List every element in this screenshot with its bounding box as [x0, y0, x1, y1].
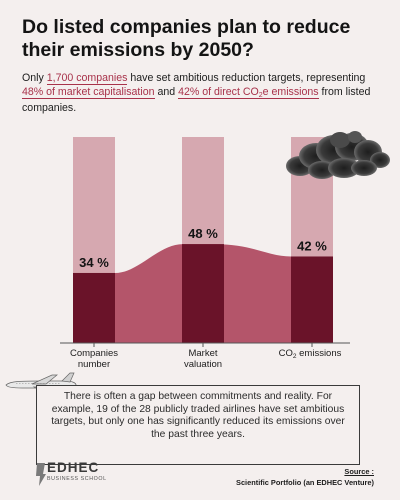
category-label-1-line2: valuation	[184, 359, 222, 370]
highlight-emissions: 42% of direct CO2e emissions	[178, 86, 319, 99]
highlight-emissions-a: 42% of direct CO	[178, 86, 259, 98]
edhec-logo: EDHEC BUSINESS SCHOOL	[34, 460, 116, 492]
value-labels: 34 % 48 % 42 %	[79, 226, 327, 270]
intro-text-1: Only	[22, 72, 47, 84]
smoke-cloud-icon	[286, 131, 390, 179]
source-text: Scientific Portfolio (an EDHEC Venture)	[236, 478, 374, 487]
highlight-market-cap: 48% of market capitalisation	[22, 86, 155, 99]
intro-text-4: from listed companies.	[22, 86, 371, 114]
category-label-2-a: CO	[279, 348, 293, 359]
category-label-0-line2: number	[78, 359, 110, 370]
bar-1	[182, 244, 224, 343]
highlight-emissions-sub: 2	[258, 92, 263, 99]
category-label-2-sub: 2	[293, 353, 297, 360]
highlight-emissions-b: e emissions	[262, 86, 319, 98]
intro-text-3: and	[154, 86, 179, 98]
category-label-1-line1: Market	[188, 348, 217, 359]
value-label-2: 42 %	[297, 238, 327, 253]
logo-subtitle: BUSINESS SCHOOL	[47, 476, 107, 482]
highlight-companies: 1,700 companies	[46, 72, 128, 85]
category-label-0-line1: Companies	[70, 348, 118, 359]
airline-note: There is often a gap between commitments…	[36, 385, 360, 465]
category-label-2: CO2 emissions	[279, 348, 342, 360]
value-label-1: 48 %	[188, 226, 218, 241]
bar-0	[73, 272, 115, 343]
edhec-logo-mark-icon	[36, 463, 46, 486]
logo-name: EDHEC	[47, 460, 100, 475]
x-ticks	[93, 343, 313, 347]
source-block: Source : Scientific Portfolio (an EDHEC …	[236, 466, 374, 488]
intro-text-2: have set ambitious reduction targets, re…	[127, 72, 366, 84]
intro-text: Only 1,700 companies have set ambitious …	[22, 71, 388, 115]
bar-2	[291, 256, 333, 343]
page-title: Do listed companies plan to reduce their…	[22, 16, 351, 61]
chart: 34 % 48 % 42 % Companies number Market val…	[60, 131, 390, 370]
value-bars	[73, 244, 333, 343]
category-label-2-b: emissions	[297, 348, 342, 359]
source-label: Source :	[344, 467, 374, 476]
value-label-0: 34 %	[79, 255, 109, 270]
